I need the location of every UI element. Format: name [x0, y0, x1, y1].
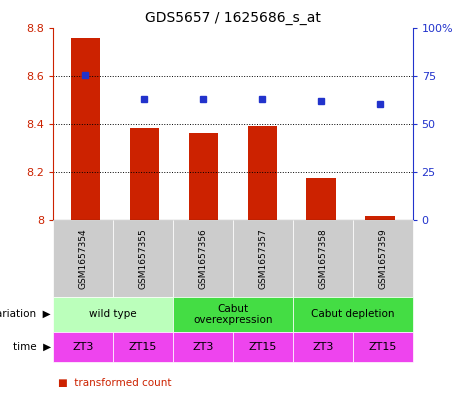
Text: time  ▶: time ▶ [12, 342, 51, 352]
Text: Cabut depletion: Cabut depletion [311, 309, 395, 320]
Text: ZT15: ZT15 [248, 342, 277, 352]
Title: GDS5657 / 1625686_s_at: GDS5657 / 1625686_s_at [145, 11, 321, 25]
Bar [130, 128, 159, 220]
Text: ZT15: ZT15 [368, 342, 397, 352]
Text: ZT15: ZT15 [129, 342, 157, 352]
Text: ■  transformed count: ■ transformed count [58, 378, 171, 388]
Bar [366, 216, 395, 220]
Bar [248, 126, 277, 220]
Text: GSM1657355: GSM1657355 [138, 228, 148, 289]
Bar [307, 178, 336, 220]
Text: ZT3: ZT3 [72, 342, 94, 352]
Text: GSM1657359: GSM1657359 [378, 228, 387, 289]
Text: GSM1657354: GSM1657354 [78, 228, 88, 289]
Text: GSM1657357: GSM1657357 [258, 228, 267, 289]
Text: genotype/variation  ▶: genotype/variation ▶ [0, 309, 51, 320]
Text: GSM1657356: GSM1657356 [198, 228, 207, 289]
Text: GSM1657358: GSM1657358 [318, 228, 327, 289]
Bar [71, 38, 100, 220]
Text: Cabut
overexpression: Cabut overexpression [193, 304, 272, 325]
Bar [189, 133, 218, 220]
Text: ZT3: ZT3 [312, 342, 333, 352]
Text: ZT3: ZT3 [192, 342, 213, 352]
Text: wild type: wild type [89, 309, 137, 320]
